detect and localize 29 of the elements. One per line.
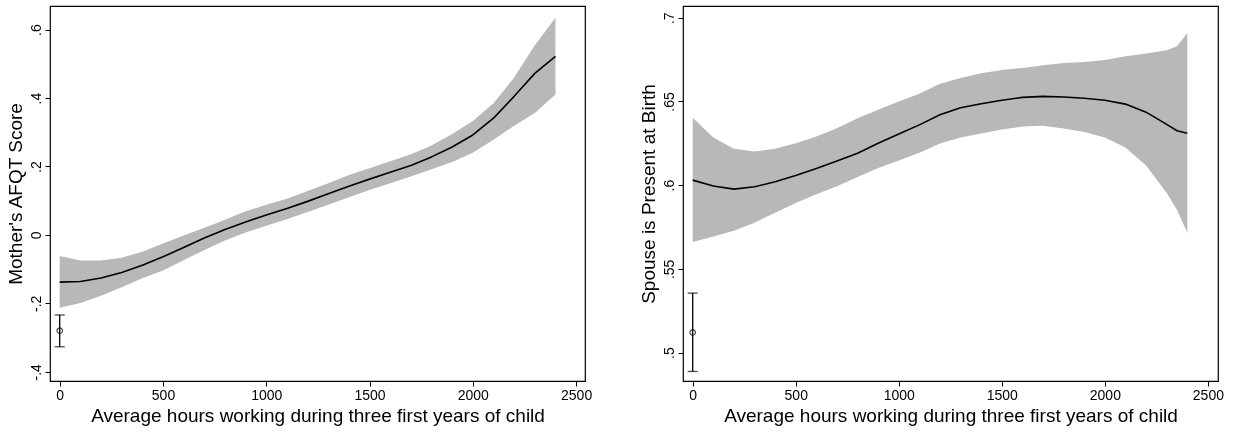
- y-axis-title: Mother's AFQT Score: [4, 103, 26, 285]
- x-tick-label: 2000: [1089, 386, 1122, 403]
- y-tick-label: -.2: [27, 295, 44, 312]
- y-tick-label: .65: [660, 91, 677, 112]
- y-tick-label: 0: [27, 231, 44, 240]
- x-tick-label: 2500: [1192, 386, 1225, 403]
- y-tick-label: .55: [660, 259, 677, 280]
- x-tick-label: 2000: [457, 386, 490, 403]
- line-series: [58, 55, 557, 283]
- x-tick-label: 1000: [883, 386, 916, 403]
- y-tick-label: .5: [660, 346, 677, 359]
- x-tick-label: 1000: [251, 386, 283, 403]
- y-axis-title: Spouse is Present at Birth: [637, 84, 659, 304]
- x-tick-label: 1500: [986, 386, 1019, 403]
- y-tick-label: .4: [27, 92, 44, 105]
- y-tick-label: .6: [27, 24, 44, 36]
- line-series: [691, 95, 1189, 190]
- x-tick-label: 500: [784, 386, 809, 403]
- x-tick-label: 0: [56, 386, 65, 403]
- y-tick-label: .2: [27, 160, 44, 173]
- y-tick-label: -.4: [27, 363, 44, 381]
- x-tick-label: 2500: [561, 386, 593, 403]
- y-tick-label: .6: [660, 179, 677, 192]
- y-tick-label: .7: [660, 12, 677, 25]
- x-axis-title: Average hours working during three first years of child: [91, 404, 545, 426]
- x-tick-label: 0: [689, 386, 698, 403]
- x-tick-label: 500: [151, 386, 176, 403]
- x-axis-title: Average hours working during three first years of child: [724, 404, 1178, 426]
- x-tick-label: 1500: [354, 386, 386, 403]
